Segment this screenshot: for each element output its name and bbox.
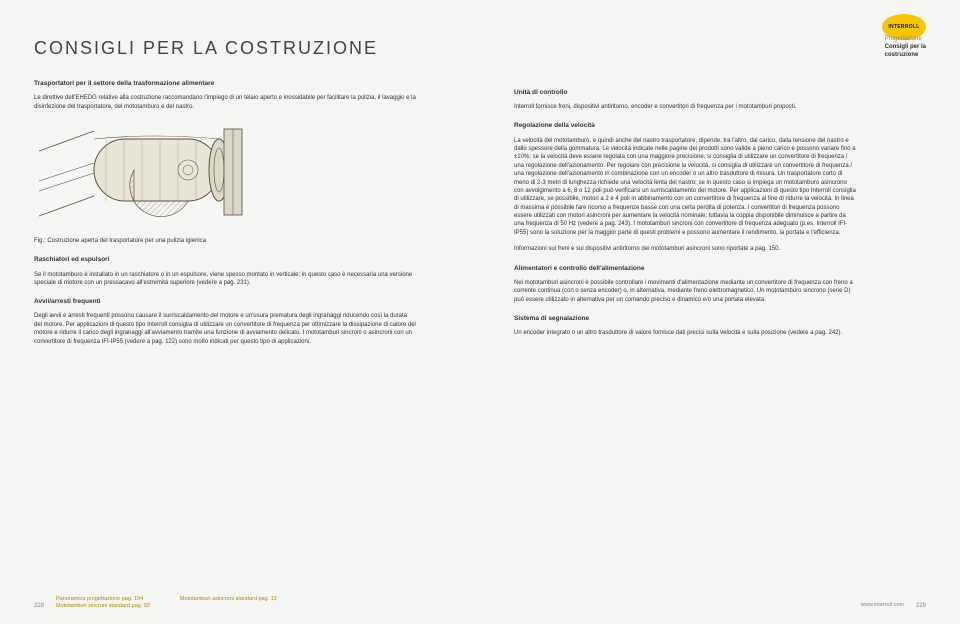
heading-speed-control: Regolazione della velocità [514,121,856,130]
page-number-left: 228 [34,602,44,610]
footer-link: Mototamburi sincroni standard pag. 92 [56,603,150,610]
section-indicator: Progettazione Consigli per la costruzion… [885,36,926,59]
paragraph: Le direttive dell'EHEDG relative alla co… [34,94,416,111]
left-page: CONSIGLI PER LA COSTRUZIONE Trasportator… [0,0,480,624]
section-line: costruzione [885,52,926,60]
paragraph: Degli avvii e arresti frequenti possono … [34,312,416,346]
paragraph: Un encoder integrato o un altro trasdutt… [514,329,856,337]
heading-start-stop: Avvii/arresti frequenti [34,297,416,306]
heading-control-unit: Unità di controllo [514,88,856,97]
right-content: Unità di controllo Interroll fornisce fr… [514,30,926,337]
page-number-right: 229 [916,602,926,610]
footer-url: www.interroll.com [861,602,904,610]
paragraph: La velocità del mototamburo, e quindi an… [514,137,856,238]
paragraph: Se il mototamburo è installato in un ras… [34,271,416,288]
page-title: CONSIGLI PER LA COSTRUZIONE [34,36,446,61]
footer-links: Panoramica progettazione pag. 194 Motota… [56,596,277,610]
section-line: Progettazione [885,36,926,44]
heading-signaling: Sistema di segnalazione [514,314,856,323]
conveyor-illustration [34,121,264,231]
left-footer: 228 Panoramica progettazione pag. 194 Mo… [34,596,446,610]
section-line: Consigli per la [885,44,926,52]
right-footer: www.interroll.com 229 [514,602,926,610]
heading-food-conveyors: Trasportatori per il settore della trasf… [34,79,416,88]
right-page: INTERROLL Progettazione Consigli per la … [480,0,960,624]
footer-link: Mototamburi asincroni standard pag. 12 [180,596,277,603]
left-content: Trasportatori per il settore della trasf… [34,79,446,346]
paragraph: Interroll fornisce freni, dispositivi an… [514,103,856,111]
heading-feeders: Alimentatori e controllo dell'alimentazi… [514,264,856,273]
footer-link: Panoramica progettazione pag. 194 [56,596,150,603]
paragraph: Informazioni sui freni e sui dispositivi… [514,245,856,253]
figure-caption: Fig.: Costruzione aperta del trasportato… [34,237,416,245]
heading-scrapers: Raschiatori ed espulsori [34,255,416,264]
paragraph: Nei mototamburi asincroni è possibile co… [514,279,856,304]
